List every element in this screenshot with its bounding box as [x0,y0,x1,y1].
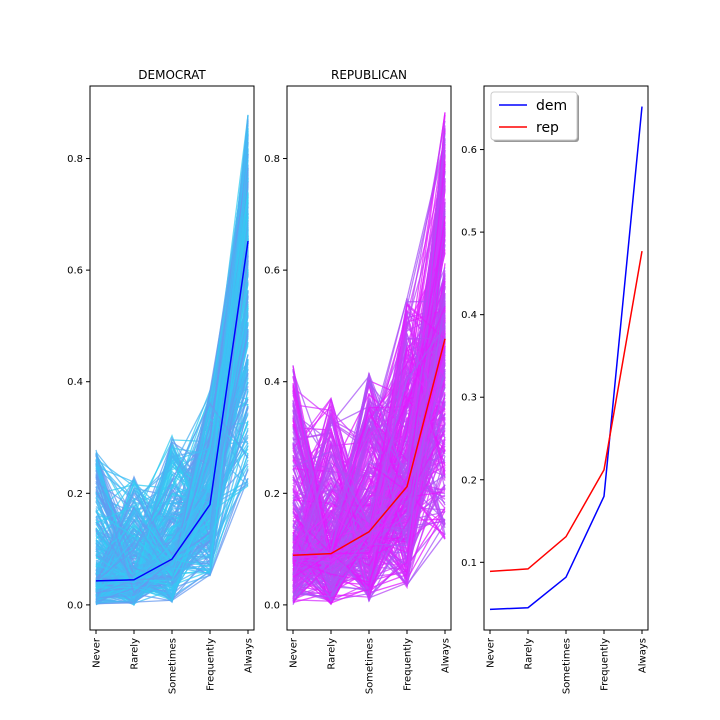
legend-label-rep: rep [536,120,559,136]
ensemble-line [95,191,249,578]
legend: dem rep [490,91,579,142]
x-tick-label: Never [486,637,497,668]
ensemble-line [292,312,446,587]
ensemble-line [292,216,446,583]
ensemble-line [95,172,249,582]
panel-title: REPUBLICAN [331,68,407,82]
ensemble-line [292,449,446,599]
ensemble-line [292,306,446,578]
series-line-dem [489,106,643,611]
panel-3: 0.1 0.2 0.3 0.4 0.5 0.6 Never Rarely Sometimes Fr… [461,85,649,694]
series-line-mean-1 [292,338,446,556]
y-tick-label: 0.2 [461,475,477,486]
x-tick-label: Sometimes [168,638,179,694]
y-tick-label: 0.4 [67,377,83,388]
y-tick-label: 0.0 [67,600,83,611]
x-tick-label: Never [289,637,300,668]
ensemble-line [95,333,249,595]
ensemble-line [292,337,446,588]
y-tick-label: 0.4 [264,377,280,388]
y-tick-label: 0.6 [264,266,280,277]
x-tick-label: Rarely [130,638,141,670]
y-tick-label: 0.2 [67,489,83,500]
y-tick-label: 0.0 [264,600,280,611]
ensemble-line [292,335,446,606]
y-tick-label: 0.6 [461,145,477,156]
ensemble-line [292,340,446,555]
x-tick-label: Frequently [403,638,414,691]
x-tick-label: Sometimes [365,638,376,694]
x-tick-label: Frequently [600,638,611,691]
series-line-mean-1 [95,240,249,582]
y-tick-label: 0.1 [461,558,477,569]
y-tick-label: 0.8 [264,154,280,165]
ensemble-line [95,222,249,587]
x-tick-label: Always [441,638,452,673]
y-tick-label: 0.3 [461,393,477,404]
x-tick-label: Always [244,638,255,673]
y-tick-label: 0.4 [461,310,477,321]
panel-title: DEMOCRAT [138,68,206,82]
y-tick-label: 0.5 [461,228,477,239]
panel-1: 0.0 0.2 0.4 0.6 0.8 Never Rarely Sometimes Frequ… [67,68,255,694]
x-tick-label: Never [92,637,103,668]
ensemble-line [292,477,446,572]
ensemble-line [292,354,446,548]
x-tick-label: Rarely [327,638,338,670]
x-tick-label: Rarely [524,638,535,670]
ensemble-line [292,301,446,600]
y-tick-label: 0.8 [67,154,83,165]
ensemble-line [292,252,446,578]
ensemble-line [95,156,249,583]
x-tick-label: Always [638,638,649,673]
x-tick-label: Frequently [206,638,217,691]
panel-2: 0.0 0.2 0.4 0.6 0.8 Never Rarely Sometimes Frequ… [264,68,452,694]
ensemble-line [95,329,249,594]
legend-label-dem: dem [536,98,567,114]
x-tick-label: Sometimes [562,638,573,694]
ensemble-line [95,195,249,601]
ensemble-line [292,325,446,576]
series-line-rep [489,250,643,573]
y-tick-label: 0.6 [67,266,83,277]
y-tick-label: 0.2 [264,489,280,500]
legend-box [490,91,578,141]
ensemble-line [292,365,446,591]
